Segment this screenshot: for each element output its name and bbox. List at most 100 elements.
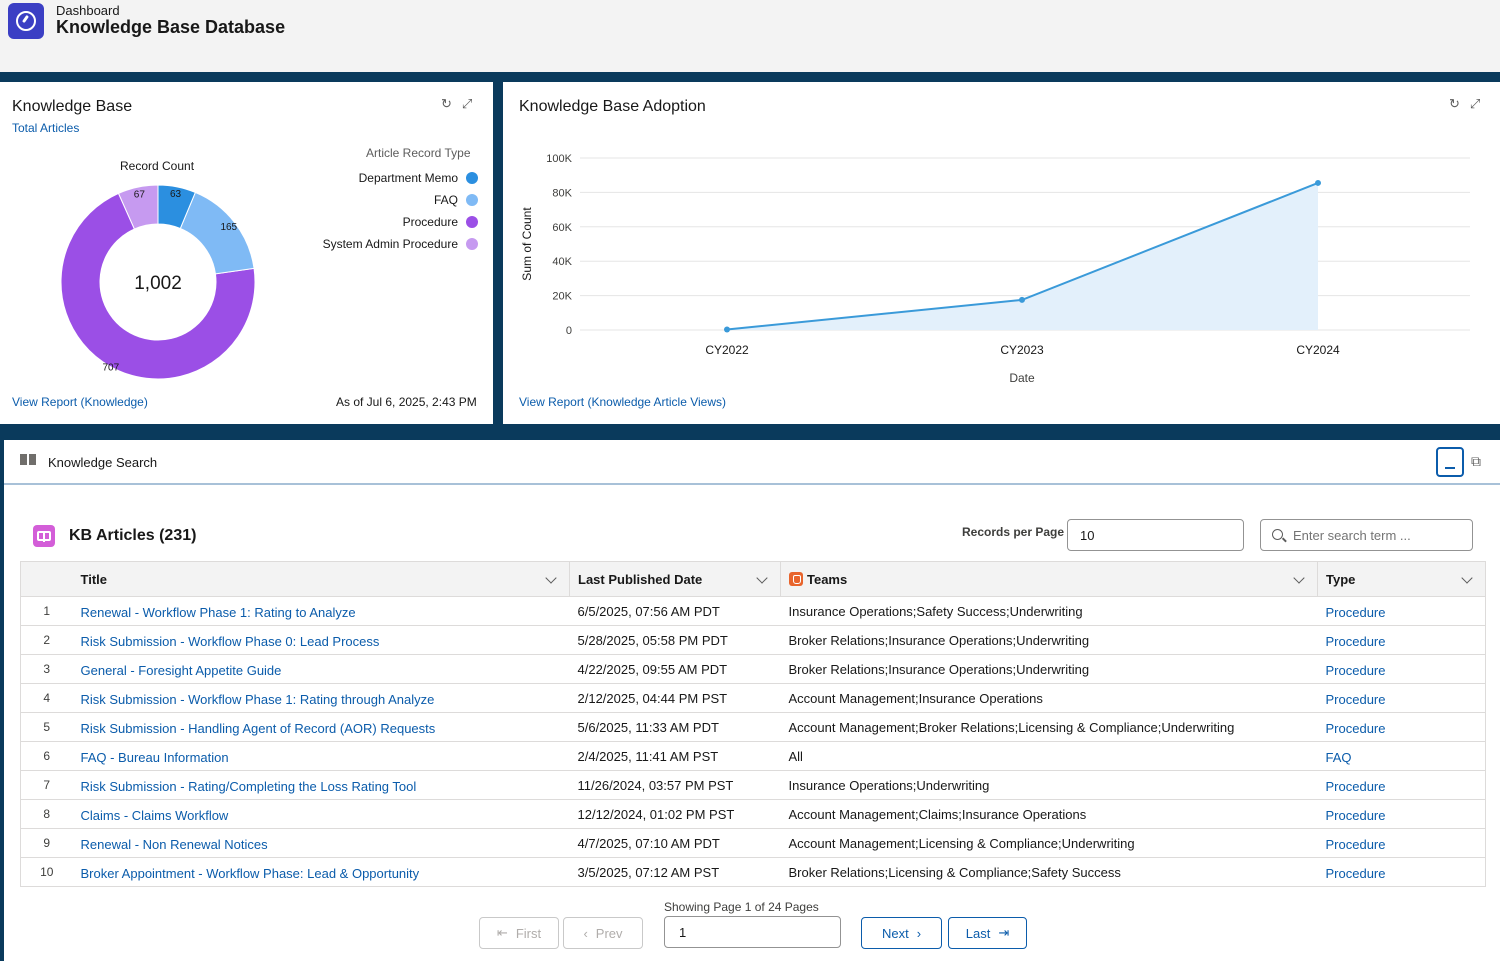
article-title-link[interactable]: Renewal - Workflow Phase 1: Rating to An…: [72, 596, 570, 626]
article-title-link[interactable]: Claims - Claims Workflow: [72, 799, 570, 829]
y-tick-label: 20K: [552, 291, 572, 303]
type-link[interactable]: Procedure: [1317, 770, 1486, 800]
article-title-link[interactable]: General - Foresight Appetite Guide: [72, 654, 570, 684]
as-of-timestamp: As of Jul 6, 2025, 2:43 PM: [336, 395, 477, 409]
type-link[interactable]: Procedure: [1317, 857, 1486, 887]
search-icon: [1272, 529, 1283, 540]
last-published-date: 4/7/2025, 07:10 AM PDT: [569, 828, 781, 858]
last-page-icon: ⇥: [998, 925, 1010, 940]
legend-item[interactable]: Procedure: [403, 215, 478, 229]
type-link[interactable]: Procedure: [1317, 654, 1486, 684]
type-link[interactable]: Procedure: [1317, 596, 1486, 626]
kb-articles-heading: KB Articles (231): [69, 527, 197, 544]
legend-item[interactable]: FAQ: [434, 193, 478, 207]
expand-icon[interactable]: ⤢: [461, 96, 473, 111]
last-page-button[interactable]: Last ⇥: [948, 917, 1027, 949]
panel-header: Knowledge Search ⧉: [4, 440, 1500, 485]
view-report-knowledge-link[interactable]: View Report (Knowledge): [12, 395, 148, 409]
data-point[interactable]: [724, 326, 730, 333]
donut-slice[interactable]: [60, 192, 256, 380]
chevron-right-icon: ›: [916, 925, 922, 941]
type-link[interactable]: Procedure: [1317, 625, 1486, 655]
donut-slice-label: 63: [170, 189, 182, 200]
article-title-link[interactable]: Broker Appointment - Workflow Phase: Lea…: [72, 857, 570, 887]
legend-item[interactable]: Department Memo: [359, 171, 478, 185]
column-header-type[interactable]: Type: [1317, 561, 1486, 597]
record-count-donut-chart: 1,002 63 165 707 67: [60, 184, 256, 380]
row-number: 5: [20, 712, 73, 742]
row-number: 9: [20, 828, 73, 858]
refresh-icon[interactable]: ↻: [1449, 96, 1460, 111]
prev-page-button[interactable]: ‹ Prev: [563, 917, 643, 949]
donut-slice[interactable]: [179, 191, 255, 275]
column-header-teams[interactable]: Teams: [780, 561, 1318, 597]
breadcrumb[interactable]: Dashboard: [56, 3, 120, 18]
pop-out-icon[interactable]: ⧉: [1471, 453, 1481, 469]
chevron-down-icon[interactable]: [545, 572, 557, 584]
refresh-icon[interactable]: ↻: [441, 96, 452, 111]
kb-articles-icon: [33, 525, 55, 547]
row-number: 10: [20, 857, 73, 887]
donut-slice[interactable]: [157, 184, 196, 230]
search-field[interactable]: [1260, 519, 1473, 551]
records-per-page-input[interactable]: [1067, 519, 1244, 551]
teams-cell: Insurance Operations;Underwriting: [780, 770, 1318, 800]
teams-cell: Account Management;Insurance Operations: [780, 683, 1318, 713]
column-header-last-published-date[interactable]: Last Published Date: [569, 561, 781, 597]
article-title-link[interactable]: Risk Submission - Workflow Phase 0: Lead…: [72, 625, 570, 655]
row-number: 6: [20, 741, 73, 771]
type-link[interactable]: FAQ: [1317, 741, 1486, 771]
article-title-link[interactable]: Risk Submission - Rating/Completing the …: [72, 770, 570, 800]
row-number-header: [20, 561, 73, 597]
chevron-down-icon[interactable]: [1293, 572, 1305, 584]
kb-card-title: Knowledge Base: [12, 98, 133, 115]
table-row: 6 FAQ - Bureau Information 2/4/2025, 11:41…: [20, 741, 1486, 771]
records-per-page-label: Records per Page: [962, 525, 1065, 539]
legend-item[interactable]: System Admin Procedure: [323, 237, 478, 251]
type-link[interactable]: Procedure: [1317, 828, 1486, 858]
page-header: Dashboard Knowledge Base Database: [0, 0, 1500, 72]
search-input[interactable]: [1293, 526, 1463, 544]
kb-adoption-area-chart: 0 20K 40K 60K 80K 100K CY2022 CY2023 CY2024 Date S…: [520, 153, 1470, 385]
article-title-link[interactable]: Risk Submission - Workflow Phase 1: Rati…: [72, 683, 570, 713]
data-point[interactable]: [1315, 179, 1321, 186]
type-link[interactable]: Procedure: [1317, 799, 1486, 829]
next-page-button[interactable]: Next ›: [861, 917, 942, 949]
teams-cell: Account Management;Broker Relations;Lice…: [780, 712, 1318, 742]
last-published-date: 11/26/2024, 03:57 PM PST: [569, 770, 781, 800]
dashboard-icon: [8, 3, 44, 39]
legend-label: FAQ: [433, 193, 458, 207]
type-link[interactable]: Procedure: [1317, 683, 1486, 713]
table-row: 8 Claims - Claims Workflow 12/12/2024, 01:…: [20, 799, 1486, 829]
chevron-down-icon[interactable]: [756, 572, 768, 584]
chevron-down-icon[interactable]: [1461, 572, 1473, 584]
y-tick-label: 80K: [552, 187, 572, 199]
donut-chart-title: Record Count: [120, 159, 195, 173]
row-number: 7: [20, 770, 73, 800]
type-link[interactable]: Procedure: [1317, 712, 1486, 742]
page-number-input[interactable]: [664, 916, 841, 948]
kb-articles-table: Title Last Published Date Teams Type 1 Re…: [20, 561, 1486, 887]
legend-label: Procedure: [402, 215, 458, 229]
first-page-button[interactable]: ⇤ First: [479, 917, 559, 949]
data-point[interactable]: [1019, 296, 1025, 303]
article-title-link[interactable]: FAQ - Bureau Information: [72, 741, 570, 771]
total-articles-link[interactable]: Total Articles: [12, 121, 80, 135]
adoption-card-title: Knowledge Base Adoption: [519, 98, 706, 115]
table-row: 2 Risk Submission - Workflow Phase 0: Lea…: [20, 625, 1486, 655]
article-title-link[interactable]: Renewal - Non Renewal Notices: [72, 828, 570, 858]
pagination-info: Showing Page 1 of 24 Pages: [664, 900, 819, 914]
column-header-title[interactable]: Title: [72, 561, 570, 597]
last-published-date: 6/5/2025, 07:56 AM PDT: [569, 596, 781, 626]
knowledge-search-panel: Knowledge Search ⧉ KB Articles (231) Rec…: [4, 440, 1500, 961]
teams-cell: Account Management;Licensing & Complianc…: [780, 828, 1318, 858]
y-tick-label: 100K: [546, 153, 572, 165]
table-row: 1 Renewal - Workflow Phase 1: Rating to A…: [20, 596, 1486, 626]
row-number: 8: [20, 799, 73, 829]
minimize-button[interactable]: [1436, 447, 1464, 477]
area-fill: [727, 182, 1318, 330]
expand-icon[interactable]: ⤢: [1469, 96, 1481, 111]
view-report-article-views-link[interactable]: View Report (Knowledge Article Views): [519, 395, 726, 409]
table-header-row: Title Last Published Date Teams Type: [20, 561, 1486, 597]
article-title-link[interactable]: Risk Submission - Handling Agent of Reco…: [72, 712, 570, 742]
